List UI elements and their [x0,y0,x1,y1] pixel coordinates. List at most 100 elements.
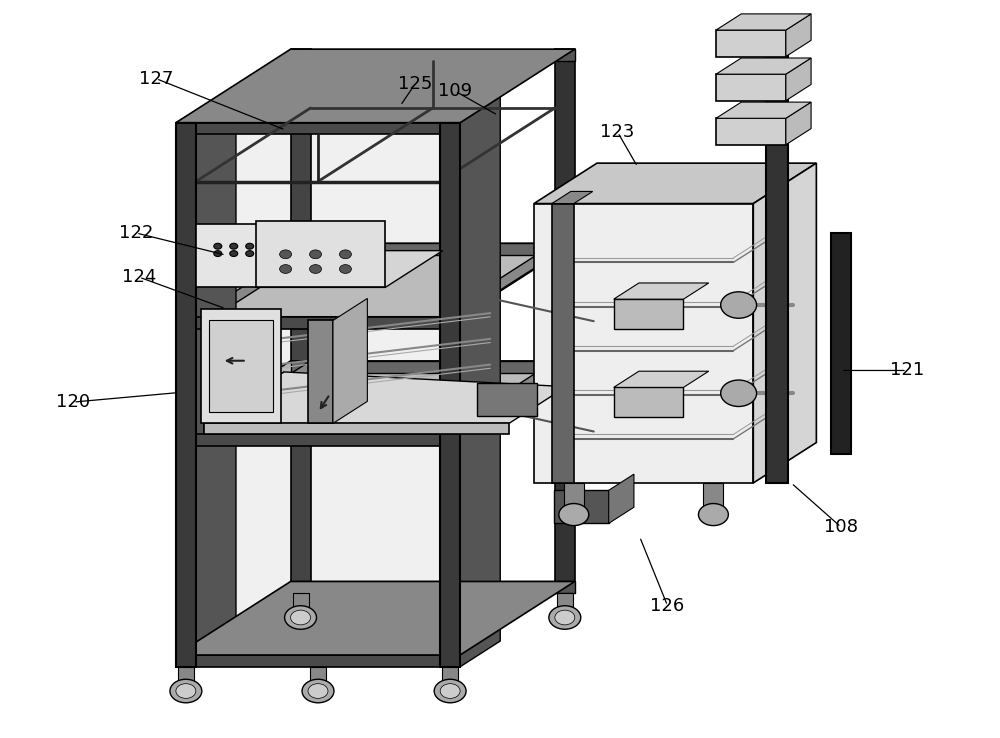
Polygon shape [196,582,311,666]
Polygon shape [333,298,367,424]
Circle shape [310,250,321,259]
Circle shape [721,380,757,407]
Polygon shape [716,30,786,57]
Polygon shape [176,123,460,134]
Polygon shape [176,123,196,666]
Circle shape [308,683,328,698]
Polygon shape [440,49,555,134]
Polygon shape [196,224,311,286]
Polygon shape [753,163,816,483]
Polygon shape [204,372,284,435]
Polygon shape [534,163,816,204]
Circle shape [246,251,254,257]
Circle shape [559,503,589,525]
Polygon shape [291,49,311,593]
Polygon shape [176,49,301,134]
Text: 123: 123 [600,123,635,141]
Polygon shape [614,371,709,387]
Polygon shape [291,244,575,255]
Circle shape [339,250,351,259]
Circle shape [434,679,466,703]
Circle shape [176,683,196,698]
Polygon shape [716,118,786,145]
Circle shape [285,606,317,630]
Circle shape [440,683,460,698]
Polygon shape [176,435,460,446]
Circle shape [721,292,757,318]
Text: 126: 126 [650,597,685,615]
Polygon shape [291,361,575,373]
Polygon shape [204,424,509,435]
Polygon shape [196,97,236,666]
Polygon shape [555,49,575,593]
Polygon shape [256,251,443,287]
Polygon shape [554,490,609,523]
Circle shape [291,610,311,625]
Polygon shape [176,49,575,123]
Text: 109: 109 [438,82,472,100]
Text: 124: 124 [122,268,156,286]
Polygon shape [176,317,460,328]
Polygon shape [209,320,273,413]
Text: 121: 121 [890,362,924,379]
Circle shape [214,251,222,257]
Polygon shape [609,474,634,523]
Circle shape [310,265,321,273]
Polygon shape [716,14,811,30]
Circle shape [555,610,575,625]
Text: 108: 108 [824,518,858,536]
Circle shape [339,265,351,273]
Polygon shape [534,204,753,483]
Text: 125: 125 [398,75,432,93]
Polygon shape [291,49,575,61]
Text: 122: 122 [119,224,153,242]
Circle shape [246,244,254,249]
Circle shape [302,679,334,703]
Polygon shape [196,361,311,446]
Polygon shape [176,123,460,666]
Circle shape [230,244,238,249]
Polygon shape [766,42,788,483]
Polygon shape [716,58,811,75]
Polygon shape [176,244,575,317]
Polygon shape [460,97,500,666]
Polygon shape [176,582,575,655]
Polygon shape [614,387,683,417]
Polygon shape [204,372,566,424]
Circle shape [230,251,238,257]
Polygon shape [256,221,385,287]
Text: 127: 127 [139,69,173,88]
Polygon shape [716,102,811,118]
Polygon shape [614,299,683,328]
Circle shape [698,503,728,525]
Polygon shape [440,123,460,666]
Polygon shape [176,655,460,666]
Polygon shape [291,582,575,593]
Polygon shape [552,191,593,204]
Circle shape [549,606,581,630]
Polygon shape [201,309,281,424]
Polygon shape [440,244,555,328]
Polygon shape [614,283,709,299]
Circle shape [170,679,202,703]
Polygon shape [308,320,333,424]
Polygon shape [552,204,574,483]
Circle shape [280,250,292,259]
Polygon shape [440,582,555,666]
Polygon shape [564,483,584,512]
Text: 120: 120 [56,393,90,411]
Polygon shape [786,14,811,57]
Polygon shape [786,102,811,145]
Polygon shape [716,75,786,100]
Polygon shape [442,666,458,689]
Polygon shape [477,383,537,416]
Polygon shape [831,233,851,454]
Polygon shape [440,361,555,446]
Polygon shape [786,58,811,100]
Polygon shape [176,49,291,666]
Polygon shape [176,361,575,435]
Circle shape [280,265,292,273]
Polygon shape [293,593,309,615]
Polygon shape [703,483,723,512]
Polygon shape [178,666,194,689]
